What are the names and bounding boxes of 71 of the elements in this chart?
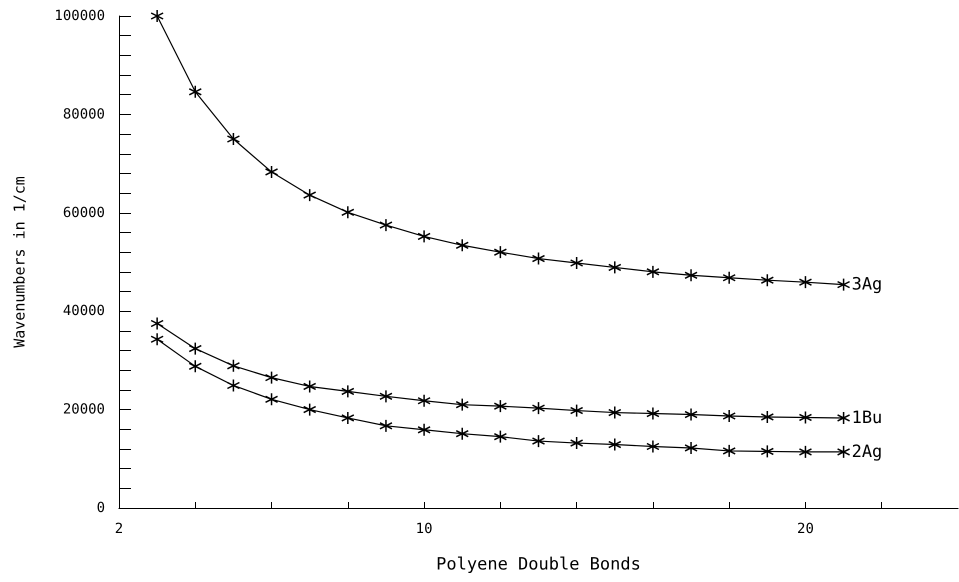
point [417, 230, 431, 244]
series-label: 3Ag [852, 274, 882, 295]
point [570, 256, 584, 270]
point [341, 206, 355, 220]
point [760, 410, 774, 424]
point [532, 252, 546, 266]
point [646, 265, 660, 279]
point [760, 273, 774, 287]
point [570, 404, 584, 418]
x-tick-label: 20 [797, 521, 814, 537]
point [684, 441, 698, 455]
point [798, 445, 812, 459]
point [494, 245, 508, 259]
point [608, 260, 622, 274]
point [684, 268, 698, 282]
point [302, 402, 316, 416]
point [836, 445, 850, 459]
point [150, 332, 164, 346]
point [722, 270, 736, 284]
point [150, 316, 164, 330]
point [646, 406, 660, 420]
y-tick-label: 100000 [54, 8, 105, 24]
point [494, 399, 508, 413]
y-tick-label: 0 [96, 500, 105, 516]
y-tick-label: 60000 [62, 204, 105, 221]
point [150, 9, 164, 23]
point [455, 426, 469, 440]
point [341, 384, 355, 398]
x-axis-title: Polyene Double Bonds [436, 554, 641, 574]
point [417, 394, 431, 408]
point [226, 359, 240, 373]
point [722, 409, 736, 423]
point [226, 378, 240, 392]
point [760, 444, 774, 458]
point [532, 401, 546, 415]
point [646, 440, 660, 454]
point [608, 438, 622, 452]
series-label: 2Ag [852, 442, 882, 462]
x-tick-label: 2 [114, 521, 124, 537]
point [455, 238, 469, 252]
point [379, 390, 393, 404]
series-label: 1Bu [852, 408, 882, 428]
point [226, 132, 240, 146]
point [379, 218, 393, 232]
point [302, 188, 316, 202]
y-tick-label: 80000 [62, 106, 105, 122]
point [264, 392, 278, 406]
point [264, 370, 278, 384]
point [608, 406, 622, 420]
y-tick-label: 20000 [62, 402, 105, 418]
point [836, 278, 850, 292]
point [798, 275, 812, 289]
point [188, 342, 202, 356]
point [836, 411, 850, 425]
point [188, 360, 202, 374]
y-axis-title: Wavenumbers in 1/cm [10, 176, 28, 348]
point [341, 411, 355, 425]
x-tick-label: 10 [416, 521, 433, 537]
point [494, 430, 508, 444]
point [379, 419, 393, 433]
point [302, 380, 316, 394]
point [798, 410, 812, 424]
point [570, 436, 584, 450]
point [264, 165, 278, 179]
point [417, 423, 431, 437]
point [532, 434, 546, 448]
y-tick-label: 40000 [62, 303, 105, 320]
point [684, 408, 698, 422]
point [455, 398, 469, 412]
point [188, 85, 202, 99]
point [722, 444, 736, 458]
